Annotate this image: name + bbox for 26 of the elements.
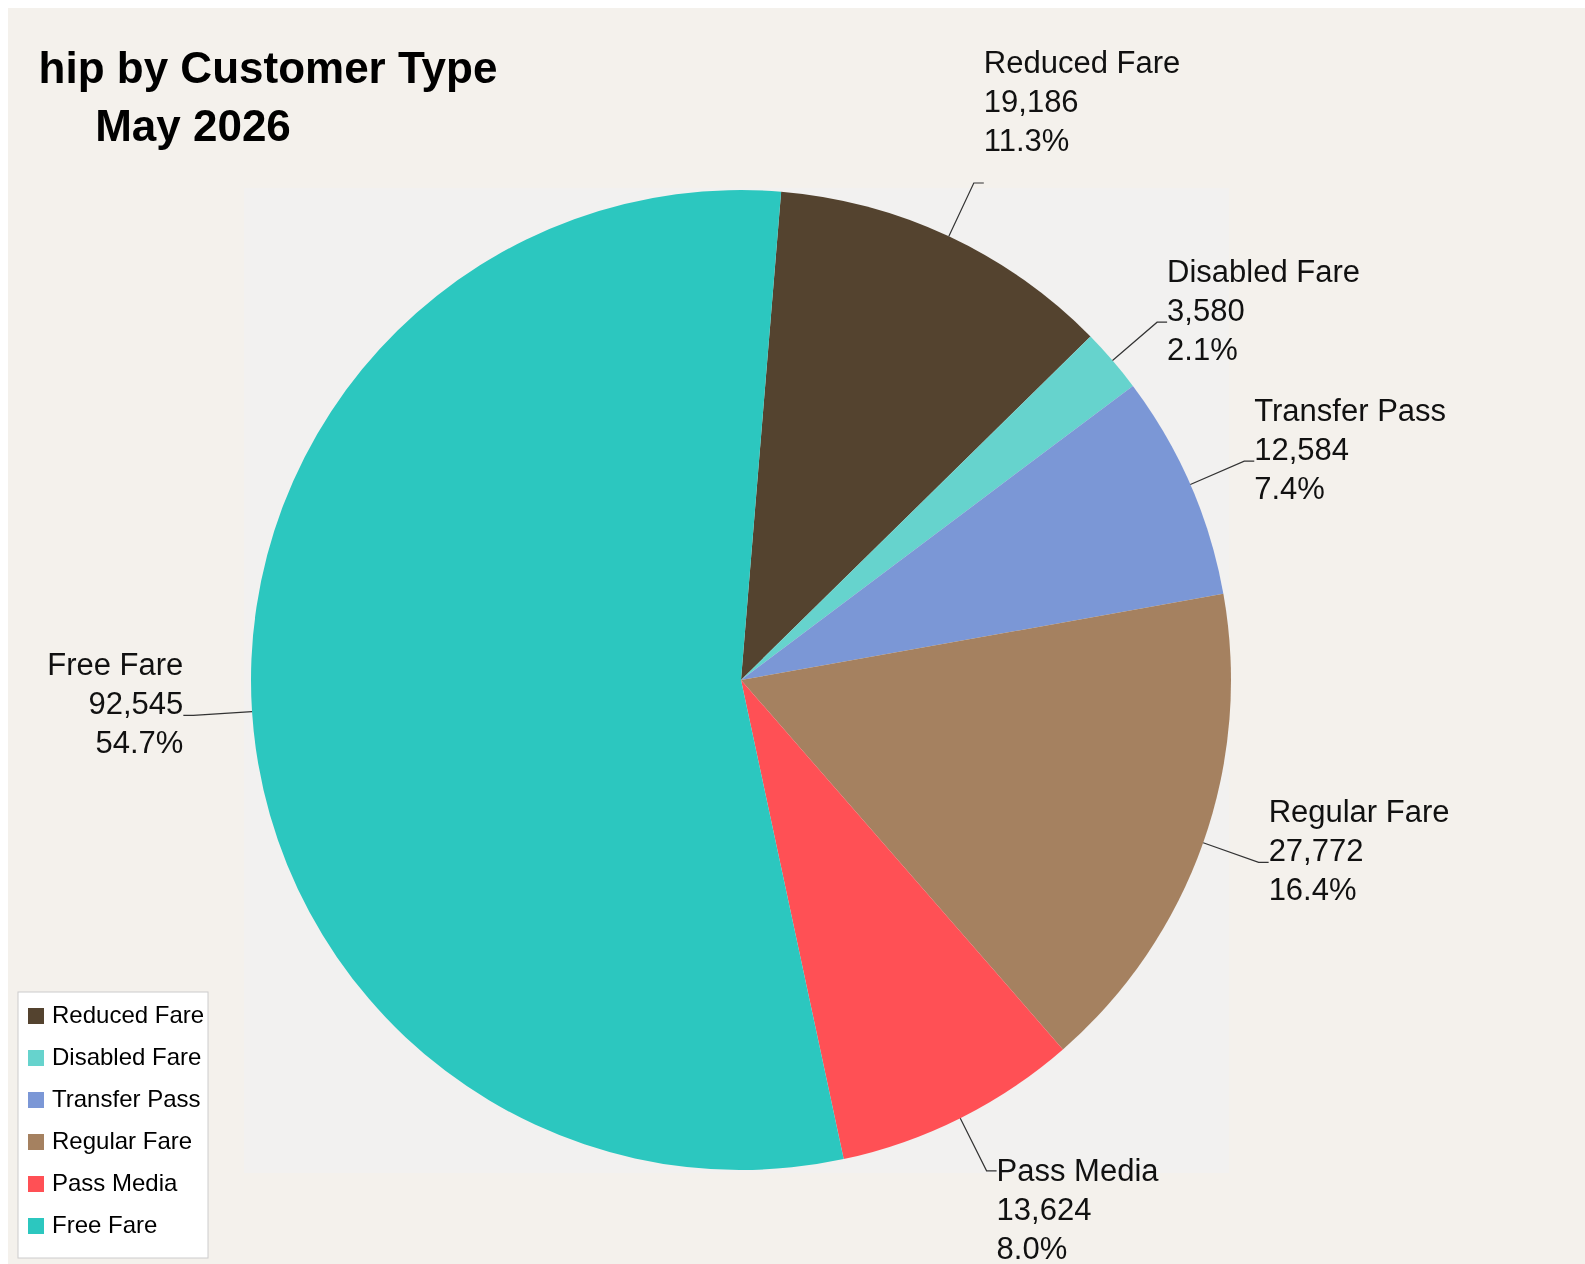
data-label: 19,186 11.3% <box>983 84 1079 159</box>
legend-label: Regular Fare <box>52 1127 193 1154</box>
legend-label: Disabled Fare <box>52 1043 202 1070</box>
legend-label: Pass Media <box>52 1169 179 1196</box>
pie-slice <box>741 593 1231 1050</box>
slice-label: Regular Fare <box>1268 794 1450 830</box>
data-label: 3,580 2.1% <box>1167 293 1245 368</box>
slice-label: Reduced Fare <box>983 45 1181 81</box>
data-label: 13,624 8.0% <box>996 1191 1092 1264</box>
legend-label: Transfer Pass <box>52 1085 201 1112</box>
pie-slice <box>741 680 1063 1160</box>
data-label: 27,772 16.4% <box>1268 833 1364 908</box>
text: May 2026 <box>95 101 291 150</box>
legend-label: Free Fare <box>52 1211 158 1238</box>
slice-label: Free Fare <box>47 647 184 683</box>
legend-label: Reduced Fare <box>52 1001 205 1028</box>
slice-label: Transfer Pass <box>1254 393 1447 429</box>
slice-label: Disabled Fare <box>1167 254 1361 290</box>
pie-slice <box>741 336 1133 680</box>
pie-slice <box>251 190 844 1170</box>
pie-slice <box>741 385 1224 680</box>
slice-label: Pass Media <box>996 1152 1160 1188</box>
chart-title: hip by Customer Type <box>38 43 498 92</box>
pie-slice <box>741 191 1091 680</box>
data-label: 92,545 54.7% <box>88 686 184 761</box>
data-label: 12,584 7.4% <box>1254 432 1350 507</box>
